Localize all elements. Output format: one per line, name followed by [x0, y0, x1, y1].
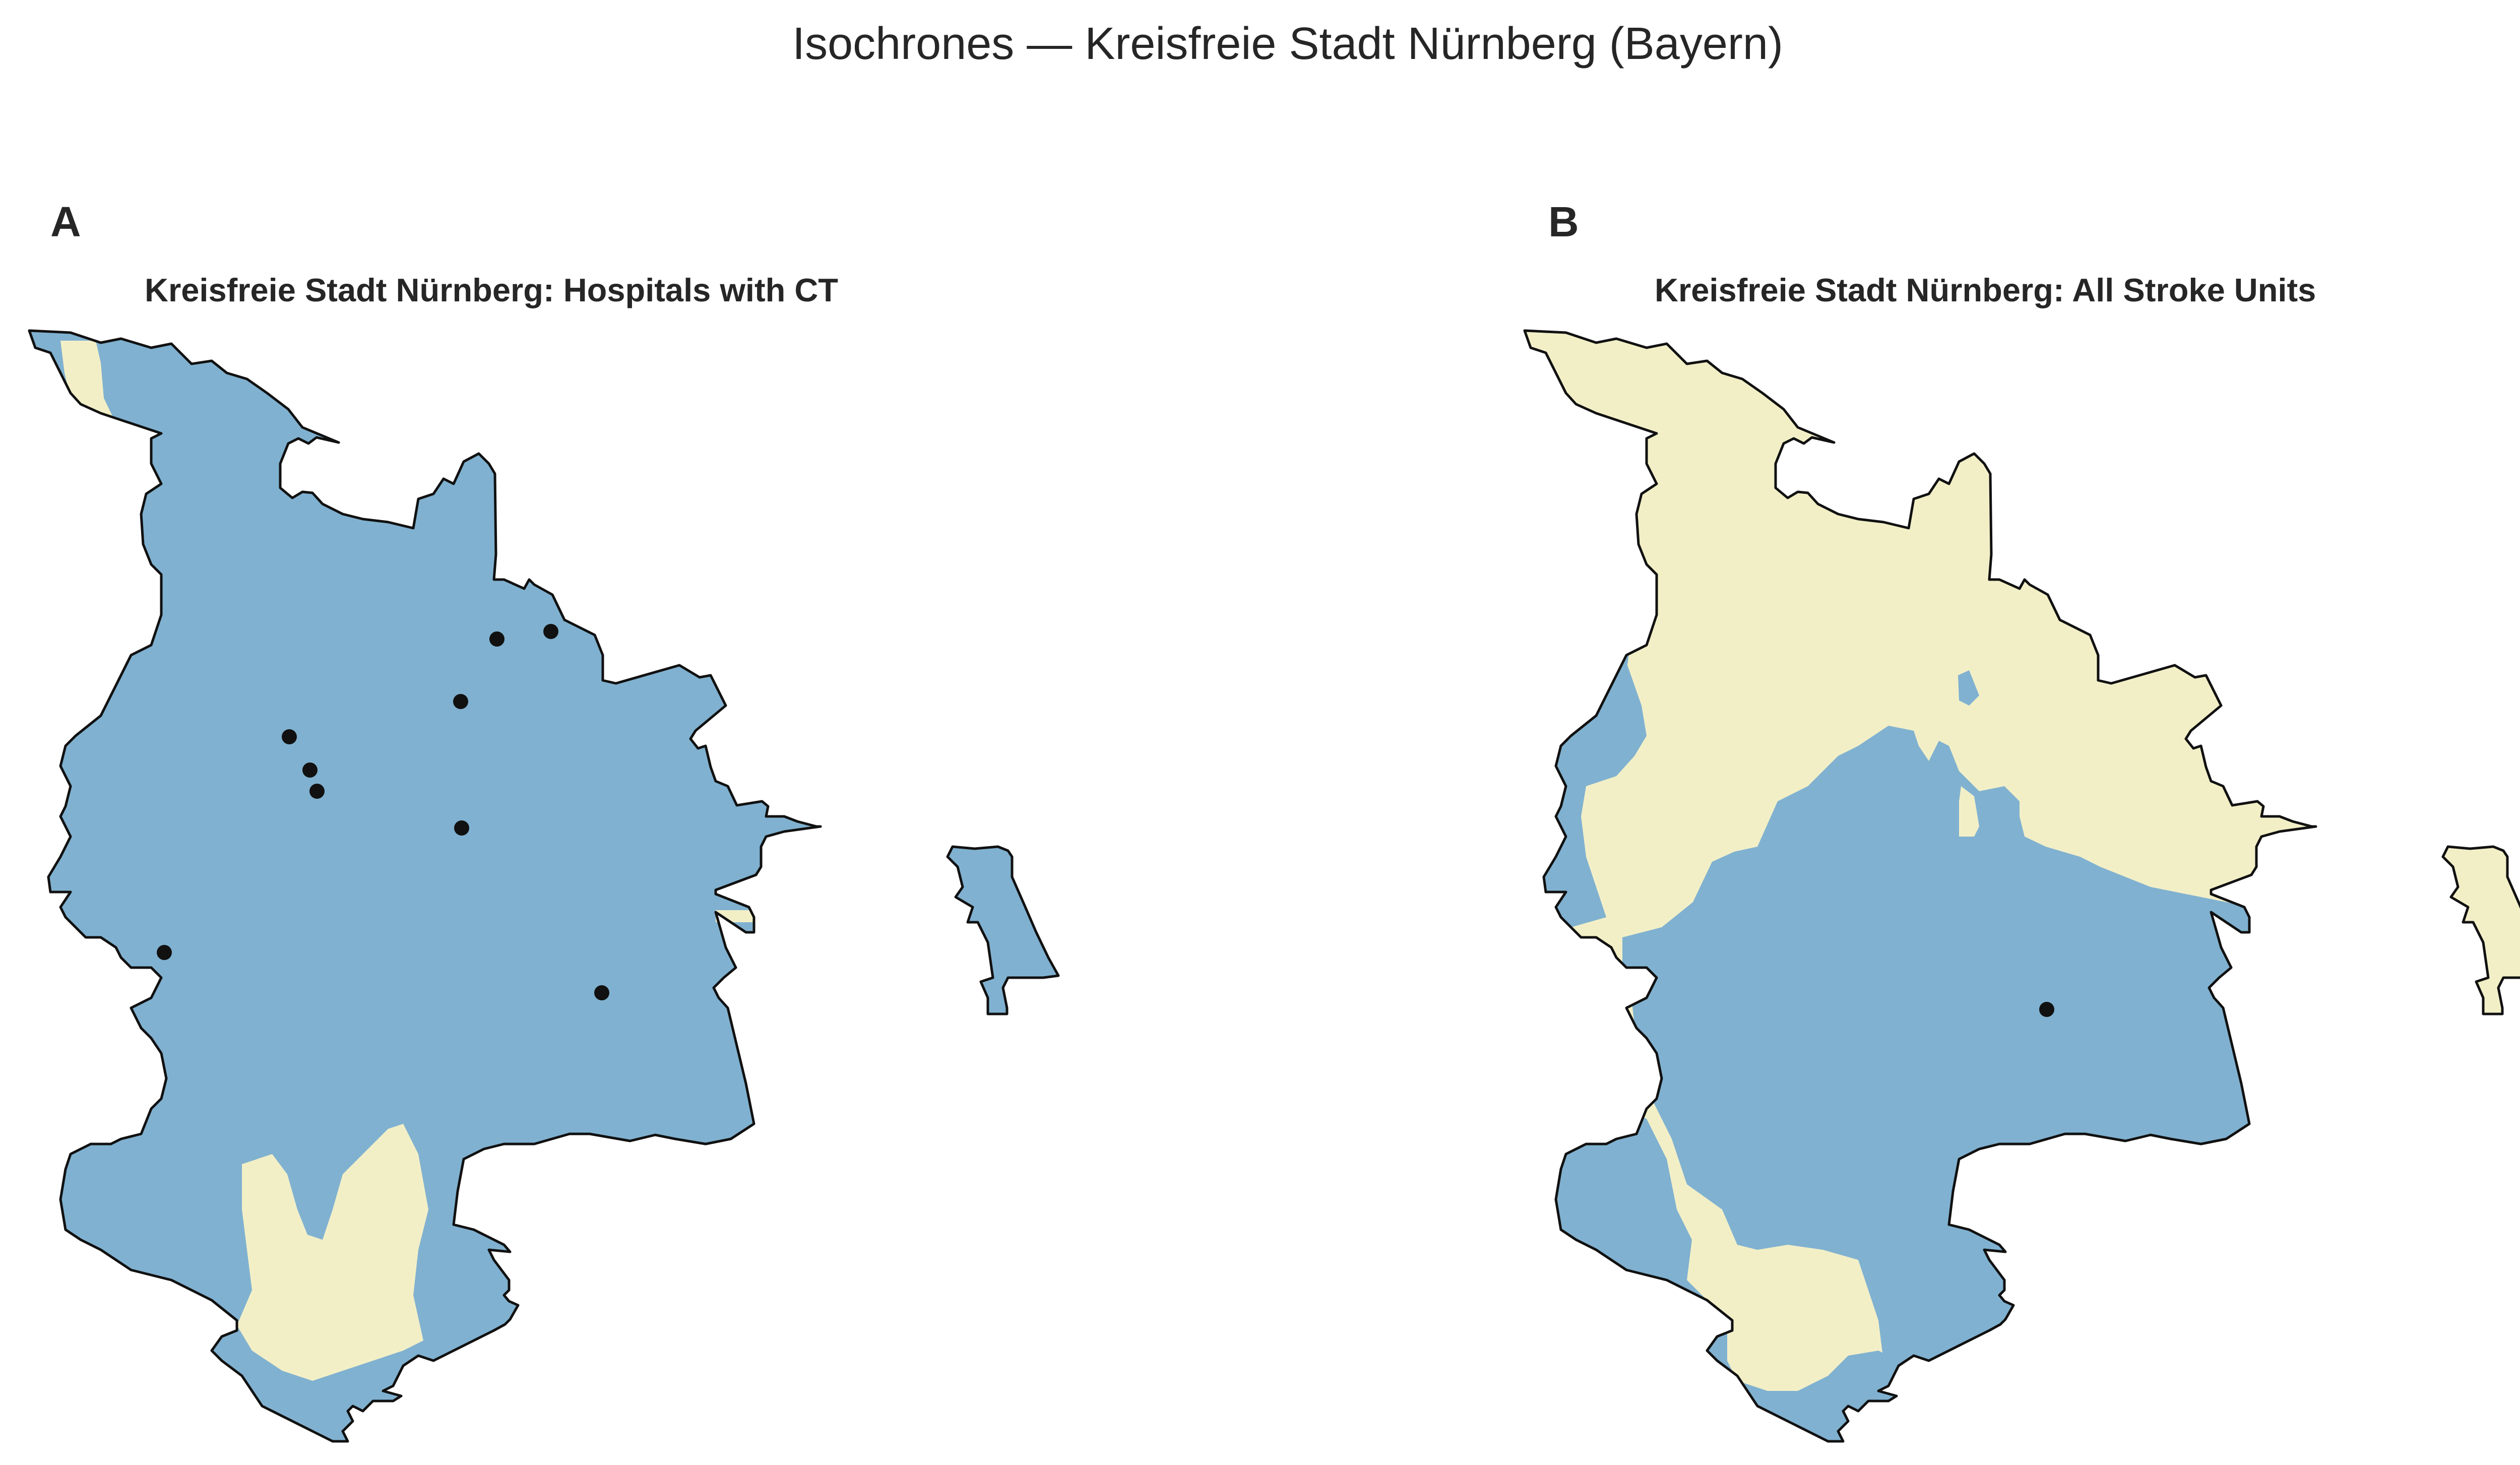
facility-marker — [454, 820, 469, 836]
facility-markers — [157, 624, 609, 1000]
facility-marker — [543, 624, 558, 639]
reachable-area — [29, 331, 1058, 1441]
panel-letter: B — [1548, 198, 1579, 245]
panel-title: Kreisfreie Stadt Nürnberg: Hospitals wit… — [145, 272, 839, 308]
facility-marker — [302, 762, 318, 778]
reachable-area — [1958, 670, 1979, 706]
panel-b: B Kreisfreie Stadt Nürnberg: All Stroke … — [1288, 0, 2520, 1465]
facility-marker — [309, 784, 325, 799]
facility-marker — [594, 985, 609, 1000]
facility-marker — [2039, 1002, 2054, 1017]
isochrone-map — [1288, 0, 2520, 1465]
facility-marker — [282, 729, 297, 744]
isochrone-map — [0, 0, 1288, 1465]
facility-marker — [489, 631, 505, 647]
facility-marker — [453, 694, 468, 709]
unreachable-area — [1959, 786, 1979, 837]
facility-marker — [157, 945, 172, 960]
panel-letter: A — [50, 198, 81, 245]
figure-title: Isochrones — Kreisfreie Stadt Nürnberg (… — [792, 19, 1783, 69]
panel-a: A Kreisfreie Stadt Nürnberg: Hospitals w… — [0, 0, 1288, 1465]
unreachable-area — [237, 1124, 428, 1381]
panel-title: Kreisfreie Stadt Nürnberg: All Stroke Un… — [1655, 272, 2316, 308]
